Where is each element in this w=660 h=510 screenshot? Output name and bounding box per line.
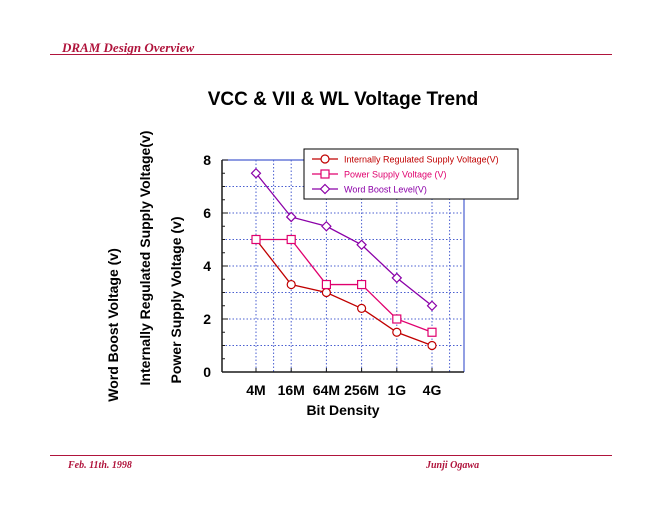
series-line <box>256 238 433 333</box>
y-tick-label: 0 <box>203 364 211 380</box>
x-tick-label: 256M <box>344 382 379 398</box>
x-tick-label: 1G <box>387 382 406 398</box>
legend-marker <box>319 183 331 195</box>
data-point <box>427 327 437 337</box>
data-point <box>286 279 296 290</box>
header-rule <box>50 54 612 55</box>
y-axis-label: Internally Regulated Supply Voltage(v) <box>137 131 153 386</box>
data-point <box>286 234 296 245</box>
y-tick-label: 6 <box>203 205 211 221</box>
y-axis-label: Word Boost Voltage (v) <box>105 248 121 401</box>
data-point <box>356 239 367 251</box>
x-tick-label: 64M <box>313 382 340 398</box>
chart-title: VCC & VII & WL Voltage Trend <box>208 89 479 110</box>
y-axis-label: Power Supply Voltage (v) <box>168 217 184 384</box>
y-tick-label: 8 <box>203 152 211 168</box>
series-3 <box>250 167 438 312</box>
data-point <box>392 327 402 337</box>
data-point <box>251 234 261 245</box>
data-point <box>321 220 332 232</box>
legend: Internally Regulated Supply Voltage(V) Po… <box>303 148 519 200</box>
data-point <box>357 279 367 290</box>
legend-label: Power Supply Voltage (V) <box>344 170 447 180</box>
data-point <box>391 272 403 284</box>
legend-box <box>303 148 519 200</box>
legend-label: Internally Regulated Supply Voltage(V) <box>344 155 499 165</box>
y-tick-label: 4 <box>203 258 211 274</box>
footer-author: Junji Ogawa <box>426 460 480 471</box>
data-point <box>321 279 331 290</box>
data-point <box>321 287 331 298</box>
series-line <box>255 172 433 307</box>
header-title: DRAM Design Overview <box>62 40 195 55</box>
footer-rule <box>50 455 612 456</box>
x-tick-label: 16M <box>278 382 305 398</box>
series-line <box>255 239 433 347</box>
legend-marker <box>320 154 330 164</box>
data-point <box>392 314 402 324</box>
x-tick-label: 4M <box>246 382 265 398</box>
series-2 <box>251 234 437 337</box>
data-point <box>426 300 438 312</box>
footer-date: Feb. 11th. 1998 <box>68 460 132 471</box>
x-tick-label: 4G <box>423 382 442 398</box>
y-tick-label: 2 <box>203 311 211 327</box>
data-point <box>427 340 437 351</box>
legend-label: Word Boost Level(V) <box>344 185 427 195</box>
x-axis-label: Bit Density <box>306 402 379 418</box>
data-point <box>357 303 367 313</box>
data-point <box>250 167 262 179</box>
legend-marker <box>320 169 330 179</box>
data-point <box>285 211 297 223</box>
